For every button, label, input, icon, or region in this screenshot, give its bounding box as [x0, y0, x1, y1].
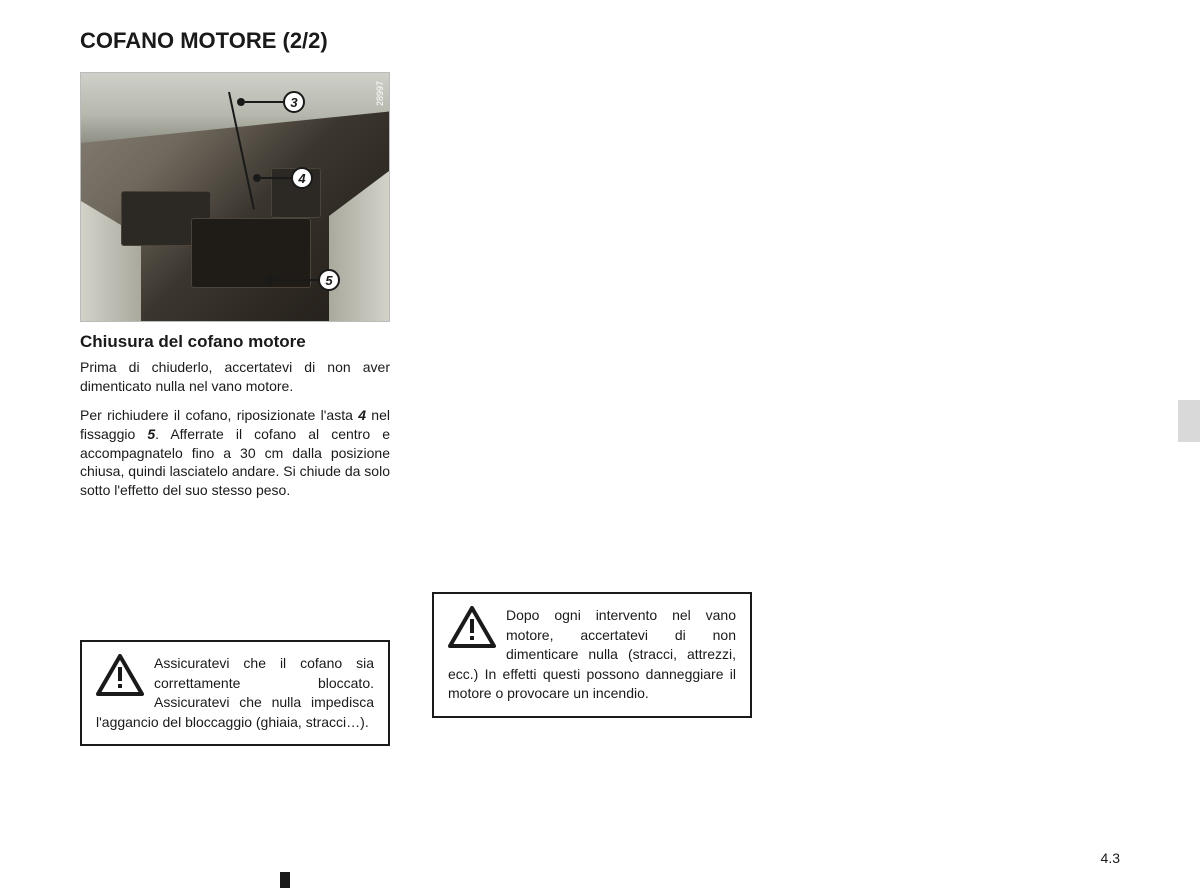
paragraph-2: Per richiudere il cofano, riposizionate … — [80, 406, 390, 500]
callout-5: 5 — [266, 269, 340, 291]
page-title: COFANO MOTORE (2/2) — [80, 28, 1120, 54]
callout-leader-line — [245, 101, 283, 103]
callout-dot — [266, 276, 274, 284]
content-columns: 28997 3 4 5 Chiusura del cofano motore P… — [80, 72, 1120, 510]
inline-ref-5: 5 — [147, 426, 155, 442]
callout-circle: 4 — [291, 167, 313, 189]
callout-leader-line — [261, 177, 291, 179]
callout-4: 4 — [253, 167, 313, 189]
warning-box-1: Assicuratevi che il cofano sia correttam… — [80, 640, 390, 746]
section-subheading: Chiusura del cofano motore — [80, 332, 390, 352]
figure-hood — [81, 73, 389, 143]
side-index-tab — [1178, 400, 1200, 442]
warning-box-2: Dopo ogni intervento nel vano motore, ac… — [432, 592, 752, 718]
callout-dot — [237, 98, 245, 106]
paragraph-1: Prima di chiuderlo, accertatevi di non a… — [80, 358, 390, 396]
callout-circle: 3 — [283, 91, 305, 113]
callout-3: 3 — [237, 91, 305, 113]
engine-bay-figure: 28997 3 4 5 — [80, 72, 390, 322]
warning-icon — [96, 654, 144, 698]
column-middle — [430, 72, 740, 510]
callout-circle: 5 — [318, 269, 340, 291]
callout-leader-line — [274, 279, 318, 281]
figure-reference-number: 28997 — [375, 81, 385, 106]
warning-icon — [448, 606, 496, 650]
column-left: 28997 3 4 5 Chiusura del cofano motore P… — [80, 72, 390, 510]
text-fragment: Per richiudere il cofano, riposizionate … — [80, 407, 358, 423]
print-crop-mark — [280, 872, 290, 888]
callout-dot — [253, 174, 261, 182]
figure-fender-right — [329, 171, 389, 321]
page-number: 4.3 — [1101, 850, 1120, 866]
inline-ref-4: 4 — [358, 407, 366, 423]
